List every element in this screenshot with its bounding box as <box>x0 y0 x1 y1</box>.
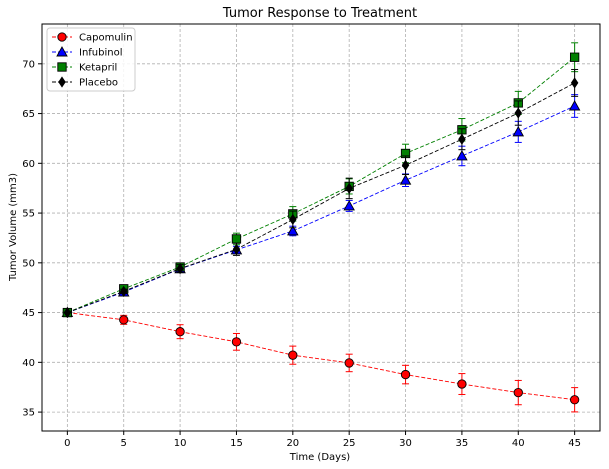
legend-label-ketapril: Ketapril <box>79 63 117 74</box>
y-tick-label: 55 <box>22 209 35 220</box>
x-tick-label: 25 <box>343 438 356 449</box>
legend-marker-capomulin <box>57 32 67 42</box>
legend-marker-placebo <box>58 76 66 88</box>
legend-label-capomulin: Capomulin <box>79 33 133 44</box>
x-tick-label: 45 <box>568 438 581 449</box>
data-point-placebo <box>63 306 72 319</box>
data-point-capomulin <box>457 379 467 389</box>
y-axis-label: Tumor Volume (mm3) <box>8 173 19 282</box>
x-tick-label: 20 <box>286 438 299 449</box>
data-point-placebo <box>289 213 297 226</box>
data-point-placebo <box>176 262 184 275</box>
data-point-infubinol <box>399 174 412 185</box>
series-infubinol <box>61 94 581 318</box>
data-point-placebo <box>458 133 466 145</box>
y-tick-label: 65 <box>22 109 35 120</box>
ticks-layer: 0 5 10 15 20 25 30 35 40 45 35 40 45 50 55 60 65 70 <box>22 59 581 449</box>
data-point-capomulin <box>513 387 523 398</box>
legend-marker-ketapril <box>57 62 67 72</box>
legend-label-placebo: Placebo <box>79 78 118 89</box>
x-tick-label: 15 <box>230 438 243 449</box>
data-point-infubinol <box>456 150 468 161</box>
data-point-infubinol <box>287 225 299 236</box>
series-line-ketapril <box>67 56 575 313</box>
y-tick-label: 45 <box>22 308 35 319</box>
data-point-infubinol <box>512 125 525 137</box>
data-point-placebo <box>401 159 410 171</box>
x-tick-label: 5 <box>121 438 127 449</box>
x-tick-label: 30 <box>399 438 412 449</box>
y-tick-label: 40 <box>22 358 35 369</box>
data-point-placebo <box>570 77 579 89</box>
x-tick-label: 35 <box>456 438 469 449</box>
data-point-ketapril <box>231 234 242 244</box>
series-layer <box>61 42 581 413</box>
legend-box <box>46 27 136 92</box>
data-point-capomulin <box>569 395 580 405</box>
plot-frame <box>41 23 601 432</box>
data-point-placebo <box>232 243 241 255</box>
data-point-capomulin <box>400 369 411 380</box>
series-placebo <box>63 68 579 319</box>
y-tick-label: 50 <box>22 258 35 269</box>
data-point-capomulin <box>119 315 129 325</box>
x-tick-label: 0 <box>64 438 70 449</box>
data-point-infubinol <box>343 199 355 211</box>
series-line-capomulin <box>67 312 575 401</box>
chart-title: Tumor Response to Treatment <box>222 6 417 21</box>
x-tick-label: 10 <box>174 438 187 449</box>
x-axis-label: Time (Days) <box>289 452 351 463</box>
y-tick-label: 60 <box>22 159 35 170</box>
data-point-ketapril <box>569 52 580 62</box>
data-point-placebo <box>514 107 523 119</box>
series-ketapril <box>62 42 580 318</box>
data-point-infubinol <box>568 100 581 111</box>
data-point-placebo <box>119 285 128 297</box>
y-tick-label: 70 <box>22 59 35 70</box>
series-line-placebo <box>67 82 575 314</box>
data-point-capomulin <box>288 350 298 360</box>
legend: Capomulin Infubinol Ketapril Placebo <box>46 27 136 92</box>
data-point-capomulin <box>175 327 185 337</box>
series-line-infubinol <box>67 105 575 314</box>
data-point-placebo <box>345 182 353 195</box>
data-point-capomulin <box>231 337 242 347</box>
legend-marker-infubinol <box>56 46 68 57</box>
legend-label-infubinol: Infubinol <box>79 48 123 59</box>
series-capomulin <box>62 307 580 413</box>
x-tick-label: 40 <box>512 438 525 449</box>
y-tick-label: 35 <box>22 408 35 419</box>
data-point-capomulin <box>344 358 354 368</box>
